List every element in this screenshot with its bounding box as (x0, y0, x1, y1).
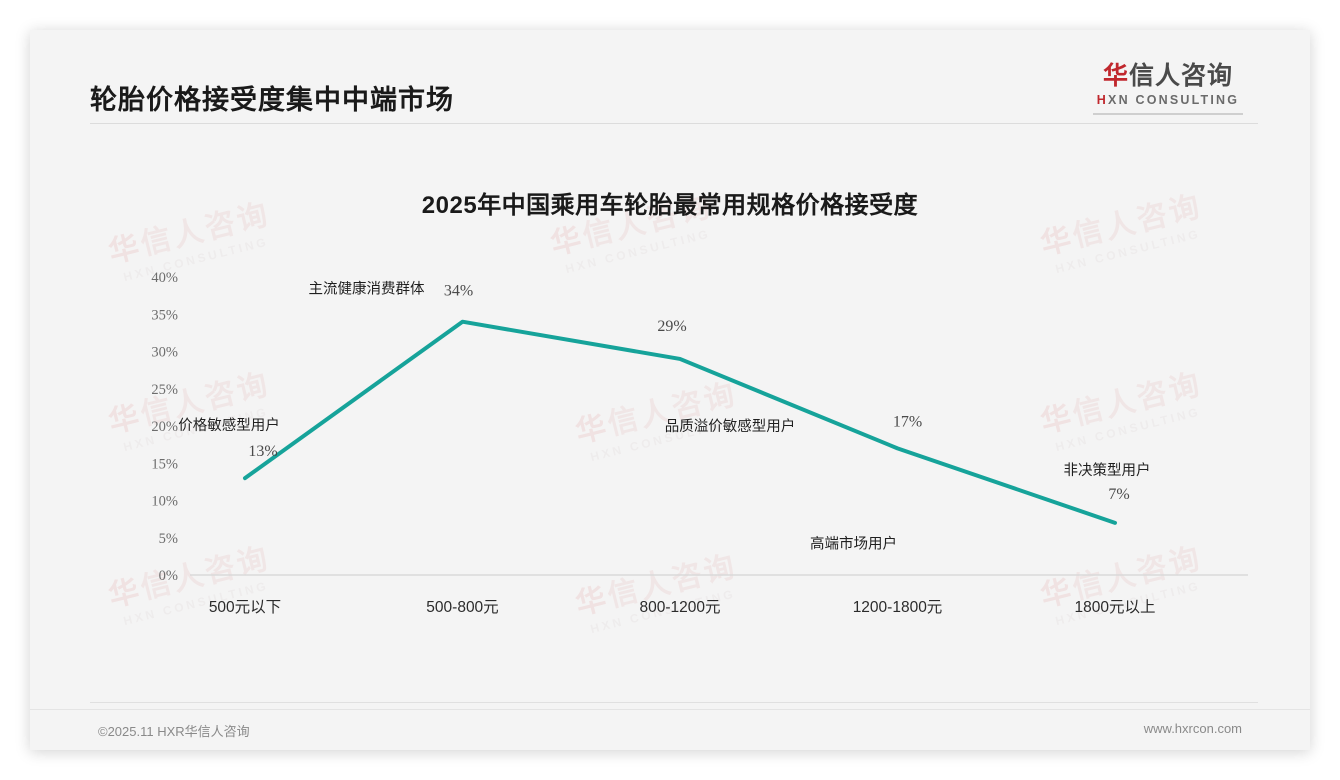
y-axis-tick-label: 15% (151, 456, 178, 472)
data-point-annotation: 非决策型用户 (1064, 462, 1151, 479)
y-axis-tick-label: 20% (151, 419, 178, 435)
chart-title: 2025年中国乘用车轮胎最常用规格价格接受度 (421, 192, 919, 219)
logo-underline (1093, 112, 1243, 115)
data-point-value: 29% (657, 318, 686, 335)
x-axis-tick-label: 1800元以上 (1075, 598, 1156, 616)
notes-divider (90, 702, 1258, 703)
data-point-annotation: 品质溢价敏感型用户 (665, 418, 796, 435)
slide-card: 轮胎价格接受度集中中端市场 华信人咨询 HXN CONSULTING 华信人咨询… (30, 30, 1310, 750)
y-axis-tick-label: 35% (151, 307, 178, 323)
x-axis-tick-label: 800-1200元 (639, 599, 720, 616)
data-point-value: 7% (1108, 486, 1129, 503)
series-line (243, 319, 1117, 525)
x-axis-tick-label: 1200-1800元 (853, 599, 943, 616)
data-point-annotation: 价格敏感型用户 (178, 417, 280, 434)
logo-en-accent-char: H (1096, 92, 1109, 107)
logo-accent-char: 华 (1102, 62, 1129, 90)
y-axis-tick-label: 0% (159, 568, 178, 584)
logo-chinese-rest: 信人咨询 (1129, 62, 1234, 90)
data-point-annotation: 高端市场用户 (810, 535, 897, 552)
website-url[interactable]: www.hxrcon.com (1143, 721, 1242, 736)
line-chart-svg: 0% 5% 10% 15% 20% 25% 30% 35% 40% 13% 34% 29% 17% 7%… (151, 270, 1248, 616)
x-axis-tick-label: 500-800元 (426, 599, 498, 616)
slide-footer: ©2025.11 HXR华信人咨询 www.hxrcon.com (30, 709, 1310, 750)
data-point-annotation: 主流健康消费群体 (309, 281, 425, 298)
y-axis-tick-label: 10% (151, 494, 178, 510)
chart-plot-area: 0% 5% 10% 15% 20% 25% 30% 35% 40% 13% 34% 29% 17% 7%… (30, 30, 1310, 750)
logo-en-rest: XN CONSULTING (1108, 92, 1240, 107)
y-axis-tick-label: 40% (151, 270, 178, 286)
copyright-text: ©2025.11 HXR华信人咨询 (98, 724, 250, 739)
x-axis: 500元以下 500-800元 800-1200元 1200-1800元 1800元以上 (209, 598, 1156, 616)
data-point-value: 17% (893, 413, 922, 430)
y-axis: 0% 5% 10% 15% 20% 25% 30% 35% 40% (151, 270, 178, 584)
page-title: 轮胎价格接受度集中中端市场 (90, 85, 454, 115)
y-axis-tick-label: 25% (151, 382, 178, 398)
data-point-value: 34% (444, 283, 473, 300)
logo-chinese-text: 华信人咨询 (1078, 62, 1258, 91)
company-logo: 华信人咨询 HXN CONSULTING (1078, 62, 1258, 115)
data-point-value: 13% (248, 443, 277, 460)
x-axis-tick-label: 500元以下 (209, 599, 281, 616)
data-value-labels: 13% 34% 29% 17% 7% (248, 283, 1129, 503)
y-axis-tick-label: 30% (151, 345, 178, 361)
y-axis-tick-label: 5% (159, 531, 178, 547)
logo-english-text: HXN CONSULTING (1078, 93, 1258, 107)
slide-header: 轮胎价格接受度集中中端市场 华信人咨询 HXN CONSULTING (30, 30, 1310, 125)
data-series-line (243, 319, 1117, 525)
header-divider (90, 123, 1258, 124)
